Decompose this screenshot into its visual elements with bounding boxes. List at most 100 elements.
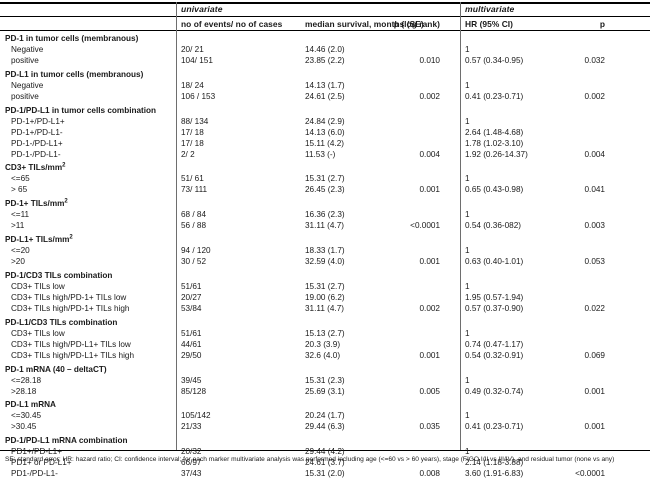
cell-hazard-ratio: 1.92 (0.26-14.37) xyxy=(465,149,528,159)
cell-p-multivariate: 0.001 xyxy=(584,386,606,396)
cell-median-survival: 25.69 (3.1) xyxy=(305,386,345,396)
cell-median-survival: 24.84 (2.9) xyxy=(305,116,345,126)
cell-median-survival: 20.3 (3.9) xyxy=(305,339,341,349)
cell-median-survival: 29.44 (6.3) xyxy=(305,422,345,432)
marker-category-label: >28.18 xyxy=(11,386,37,396)
cell-p-multivariate: 0.001 xyxy=(584,422,606,432)
column-header-plogrank: p (log rank) xyxy=(393,19,440,29)
cell-events: 21/33 xyxy=(181,422,202,432)
table-row: positive 104/ 151 23.85 (2.2) 0.010 0.57 (0.… xyxy=(0,55,650,66)
table-bottom-rule xyxy=(0,450,650,452)
table-group-row: CD3+ TILs/mm2 xyxy=(0,162,650,173)
cell-events: 68 / 84 xyxy=(181,210,207,220)
marker-group-label: PD-L1 mRNA xyxy=(5,400,56,410)
header-middle-rule xyxy=(0,16,650,17)
cell-median-survival: 11.53 (-) xyxy=(305,149,336,159)
marker-group-label: PD-L1+ TILs/mm2 xyxy=(5,234,73,245)
marker-category-label: <=65 xyxy=(11,174,30,184)
table-footnote: SE: standard error; HR: hazard ratio; CI… xyxy=(5,456,615,463)
cell-events: 94 / 120 xyxy=(181,246,211,256)
cell-p-logrank: 0.001 xyxy=(419,350,441,360)
table-group-row: PD-1 mRNA (40 – deltaCT) xyxy=(0,364,650,375)
table-row: <=20 94 / 120 18.33 (1.7) 1 xyxy=(0,245,650,256)
cell-median-survival: 14.13 (1.7) xyxy=(305,80,345,90)
marker-category-label: <=30.45 xyxy=(11,411,42,421)
cell-events: 44/61 xyxy=(181,339,202,349)
table-row: PD-1-/PD-L1- 2/ 2 11.53 (-) 0.004 1.92 (0.26… xyxy=(0,149,650,160)
cell-p-logrank: 0.002 xyxy=(419,91,441,101)
cell-events: 2/ 2 xyxy=(181,149,195,159)
marker-category-label: PD-1-/PD-L1+ xyxy=(11,138,63,148)
cell-p-logrank: 0.010 xyxy=(419,55,441,65)
cell-hazard-ratio: 1 xyxy=(465,174,470,184)
table-row: >11 56 / 88 31.11 (4.7) <0.0001 0.54 (0.36-0… xyxy=(0,220,650,231)
superscript-unit: 2 xyxy=(69,234,73,241)
cell-median-survival: 26.45 (2.3) xyxy=(305,185,345,195)
marker-category-label: positive xyxy=(11,91,39,101)
column-header-p: p xyxy=(599,19,605,29)
cell-hazard-ratio: 2.64 (1.48-4.68) xyxy=(465,127,524,137)
cell-events: 104/ 151 xyxy=(181,55,213,65)
table-row: CD3+ TILs high/PD-L1+ TILs low 44/61 20.3 … xyxy=(0,339,650,350)
table-row: <=11 68 / 84 16.36 (2.3) 1 xyxy=(0,209,650,220)
superscript-unit: 2 xyxy=(62,162,66,169)
marker-group-label: PD-1 mRNA (40 – deltaCT) xyxy=(5,364,107,374)
table-row: PD1+ or PD-L1+ 66/97 24.61 (3.7) 2.14 (1.18… xyxy=(0,457,650,468)
superscript-unit: 2 xyxy=(64,198,68,205)
cell-events: 88/ 134 xyxy=(181,116,209,126)
cell-median-survival: 19.00 (6.2) xyxy=(305,292,345,302)
cell-hazard-ratio: 1 xyxy=(465,246,470,256)
table-row: CD3+ TILs high/PD-L1+ TILs high 29/50 32.6… xyxy=(0,350,650,361)
column-group-univariate: univariate xyxy=(181,4,223,14)
cell-events: 20/27 xyxy=(181,292,202,302)
cell-events: 30 / 52 xyxy=(181,257,207,267)
cell-median-survival: 23.85 (2.2) xyxy=(305,55,345,65)
marker-category-label: CD3+ TILs high/PD-L1+ TILs low xyxy=(11,339,131,349)
cell-median-survival: 31.11 (4.7) xyxy=(305,221,344,231)
cell-median-survival: 15.13 (2.7) xyxy=(305,328,345,338)
cell-hazard-ratio: 1 xyxy=(465,328,470,338)
cell-events: 105/142 xyxy=(181,411,211,421)
cell-median-survival: 15.31 (2.7) xyxy=(305,281,345,291)
table-row: >28.18 85/128 25.69 (3.1) 0.005 0.49 (0.32-0… xyxy=(0,386,650,397)
cell-p-logrank: <0.0001 xyxy=(410,221,440,231)
marker-category-label: <=11 xyxy=(11,210,30,220)
cell-hazard-ratio: 1 xyxy=(465,210,470,220)
multivariate-divider xyxy=(460,2,461,450)
cell-hazard-ratio: 1 xyxy=(465,80,470,90)
table-group-row: PD-1/PD-L1 mRNA combination xyxy=(0,435,650,446)
cell-events: 18/ 24 xyxy=(181,80,204,90)
cell-events: 85/128 xyxy=(181,386,207,396)
table-row: CD3+ TILs high/PD-1+ TILs low 20/27 19.00 … xyxy=(0,292,650,303)
cell-events: 17/ 18 xyxy=(181,138,204,148)
marker-group-label: PD-L1/CD3 TILs combination xyxy=(5,317,118,327)
table-group-row: PD-1/CD3 TILs combination xyxy=(0,270,650,281)
cell-hazard-ratio: 0.49 (0.32-0.74) xyxy=(465,386,524,396)
cell-events: 39/45 xyxy=(181,375,202,385)
cell-events: 53/84 xyxy=(181,303,202,313)
univariate-divider xyxy=(176,2,177,450)
table-row: PD-1-/PD-L1+ 17/ 18 15.11 (4.2) 1.78 (1.02-… xyxy=(0,138,650,149)
marker-category-label: CD3+ TILs high/PD-1+ TILs high xyxy=(11,303,130,313)
marker-category-label: PD-1-/PD-L1- xyxy=(11,149,61,159)
table-group-row: PD-1 in tumor cells (membranous) xyxy=(0,33,650,44)
marker-category-label: CD3+ TILs high/PD-1+ TILs low xyxy=(11,292,127,302)
cell-p-multivariate: 0.022 xyxy=(584,303,606,313)
marker-category-label: CD3+ TILs low xyxy=(11,281,65,291)
cell-median-survival: 29.44 (4.2) xyxy=(305,447,345,457)
cell-p-multivariate: 0.032 xyxy=(584,55,606,65)
marker-category-label: PD-1+/PD-L1- xyxy=(11,127,63,137)
cell-p-multivariate: 0.069 xyxy=(584,350,606,360)
marker-group-label: PD-1+ TILs/mm2 xyxy=(5,198,68,209)
marker-group-label: CD3+ TILs/mm2 xyxy=(5,162,66,173)
cell-events: 17/ 18 xyxy=(181,127,204,137)
table-row: PD-1+/PD-L1- 17/ 18 14.13 (6.0) 2.64 (1.48-… xyxy=(0,127,650,138)
table-group-row: PD-L1+ TILs/mm2 xyxy=(0,234,650,245)
table-row: <=65 51/ 61 15.31 (2.7) 1 xyxy=(0,173,650,184)
table-row: CD3+ TILs low 51/61 15.13 (2.7) 1 xyxy=(0,328,650,339)
table-row: PD-1+/PD-L1+ 88/ 134 24.84 (2.9) 1 xyxy=(0,116,650,127)
cell-hazard-ratio: 0.65 (0.43-0.98) xyxy=(465,185,524,195)
marker-group-label: PD-1/PD-L1 in tumor cells combination xyxy=(5,105,157,115)
marker-category-label: <=28.18 xyxy=(11,375,42,385)
cell-hazard-ratio: 0.41 (0.23-0.71) xyxy=(465,91,524,101)
